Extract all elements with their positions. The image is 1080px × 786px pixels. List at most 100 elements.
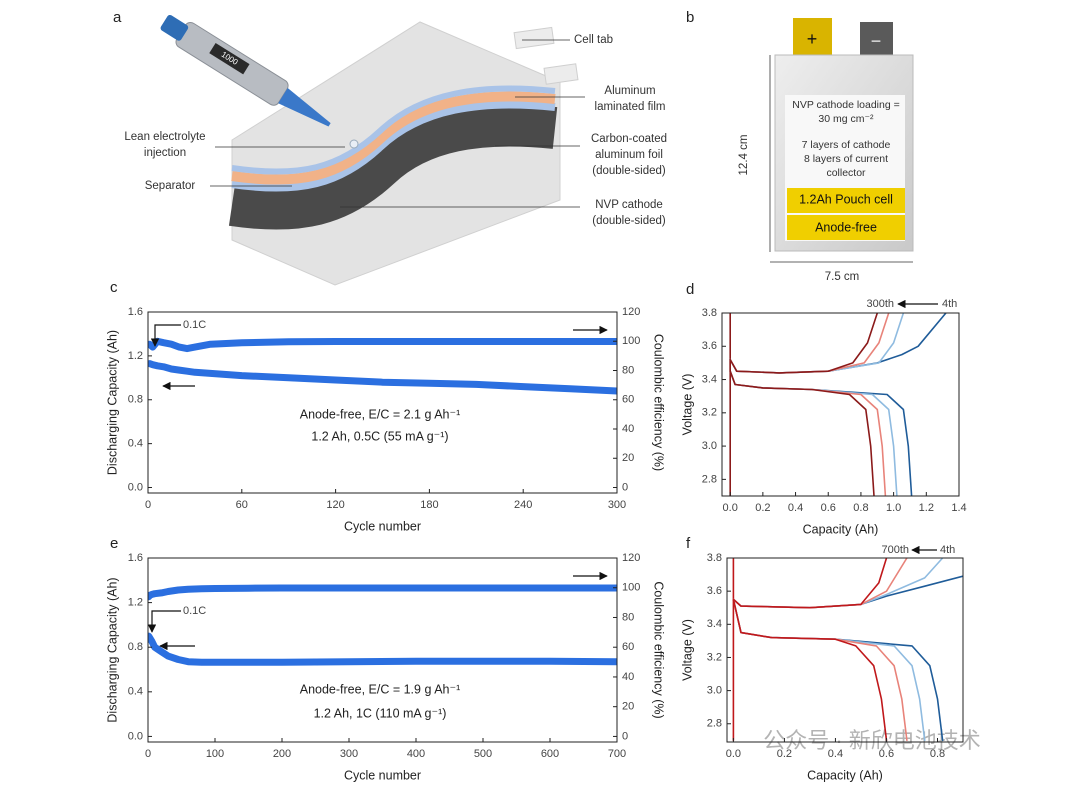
label: aluminum foil [595,149,663,161]
y2-tick-label: 40 [622,671,634,683]
label: Cell tab [574,34,613,46]
arrow [150,324,181,347]
separator-layer [231,100,556,192]
x-tick-label: 0.8 [930,748,945,760]
label: 30 mg cm⁻² [818,113,874,125]
data-line [729,313,905,374]
cell-tab [543,63,579,85]
y-tick-label: 2.8 [707,718,722,730]
annotation: 4th [942,298,957,310]
y2-tick-label: 120 [622,552,640,564]
panel-label: d [686,281,694,298]
y2-axis-title: Coulombic efficiency (%) [652,334,666,471]
data-line [732,598,926,742]
data-line [732,598,944,742]
data-line [729,313,875,496]
chart: 0 100 200 300 400 500 600 700 0.0 0.4 0.8 1.2 1.6 0 20… [105,552,665,782]
x-axis-title: Capacity (Ah) [807,768,883,782]
plot-frame [147,311,618,494]
data-line [148,584,617,601]
panel-label: b [686,9,694,26]
x-tick-label: 400 [407,748,425,760]
y2-tick-label: 120 [622,306,640,318]
y-axis-title: Voltage (V) [680,619,694,681]
y2-tick-label: 20 [622,701,634,713]
y2-tick-label: 60 [622,394,634,406]
chart: 0 60 120 180 240 300 0.0 0.4 0.8 1.2 1.6 0 20 40 60 80 1… [105,306,665,533]
data-line [732,558,908,609]
data-line [732,598,908,742]
data-line [732,558,888,742]
data-line [148,337,617,353]
data-line [148,632,617,666]
panel-label: a [113,9,122,26]
label: (double-sided) [592,165,666,177]
x-tick-label: 120 [326,499,344,511]
y-axis-title: Discharging Capacity (Ah) [105,577,119,722]
y-tick-label: 0.0 [128,481,143,493]
x-tick-label: 300 [608,499,626,511]
data-line [732,575,963,609]
y2-tick-label: 80 [622,364,634,376]
label: Anode-free [815,220,877,234]
negative-tab [860,22,893,58]
data-line [732,558,944,609]
y-tick-label: 3.0 [707,685,722,697]
tab-sign: − [871,31,882,51]
annotation: 1.2 Ah, 0.5C (55 mA g⁻¹) [311,429,448,443]
x-tick-label: 200 [273,748,291,760]
plot-frame [721,312,960,497]
x-tick-label: 600 [541,748,559,760]
annotation: Anode-free, E/C = 2.1 g Ah⁻¹ [300,407,461,421]
y2-tick-label: 100 [622,335,640,347]
label: collector [826,167,866,179]
label: NVP cathode loading = [792,99,900,111]
x-axis-title: Cycle number [344,519,421,533]
label: Carbon-coated [591,133,667,145]
dimension-label: 7.5 cm [825,271,860,283]
label-band [787,215,905,240]
data-line [729,313,879,496]
label: (double-sided) [592,215,666,227]
panel-label: c [110,279,118,296]
y-tick-label: 3.4 [702,373,717,385]
label: Separator [145,180,196,192]
y2-tick-label: 20 [622,452,634,464]
y-tick-label: 3.6 [707,585,722,597]
x-tick-label: 0.0 [723,502,738,514]
y-tick-label: 3.2 [707,651,722,663]
chart: 0.0 0.2 0.4 0.6 0.8 1.0 1.2 1.4 2.8 3.0 3.2 3.4 3.6 3… [680,298,966,536]
x-tick-label: 100 [206,748,224,760]
label: Lean electrolyte [124,131,205,143]
x-tick-label: 1.4 [951,502,966,514]
positive-tab [793,18,832,58]
annotation: 700th [881,544,909,556]
y2-tick-label: 0 [622,481,628,493]
y-tick-label: 3.2 [702,407,717,419]
annotation: 300th [866,298,894,310]
panel-label: f [686,535,691,552]
y2-tick-label: 60 [622,641,634,653]
y-tick-label: 0.0 [128,730,143,742]
dimension-label: 12.4 cm [738,135,750,176]
x-tick-label: 0.0 [726,748,741,760]
plot-frame [147,557,618,743]
data-line [732,558,888,742]
y-tick-label: 0.4 [128,686,143,698]
x-tick-label: 1.0 [886,502,901,514]
x-axis-title: Cycle number [344,768,421,782]
y2-axis-title: Coulombic efficiency (%) [652,581,666,718]
panel-label: e [110,535,118,552]
x-tick-label: 0 [145,499,151,511]
x-tick-label: 300 [340,748,358,760]
data-line [148,360,617,395]
droplet [349,139,359,149]
y-axis-title: Voltage (V) [680,374,694,436]
y-axis-title: Discharging Capacity (Ah) [105,330,119,475]
label: 8 layers of current [804,153,888,165]
x-axis-title: Capacity (Ah) [803,522,879,536]
watermark: 公众号 · 新欣电池技术 [763,728,981,753]
x-tick-label: 0.4 [828,748,843,760]
label: Aluminum [604,85,655,97]
x-tick-label: 60 [236,499,248,511]
